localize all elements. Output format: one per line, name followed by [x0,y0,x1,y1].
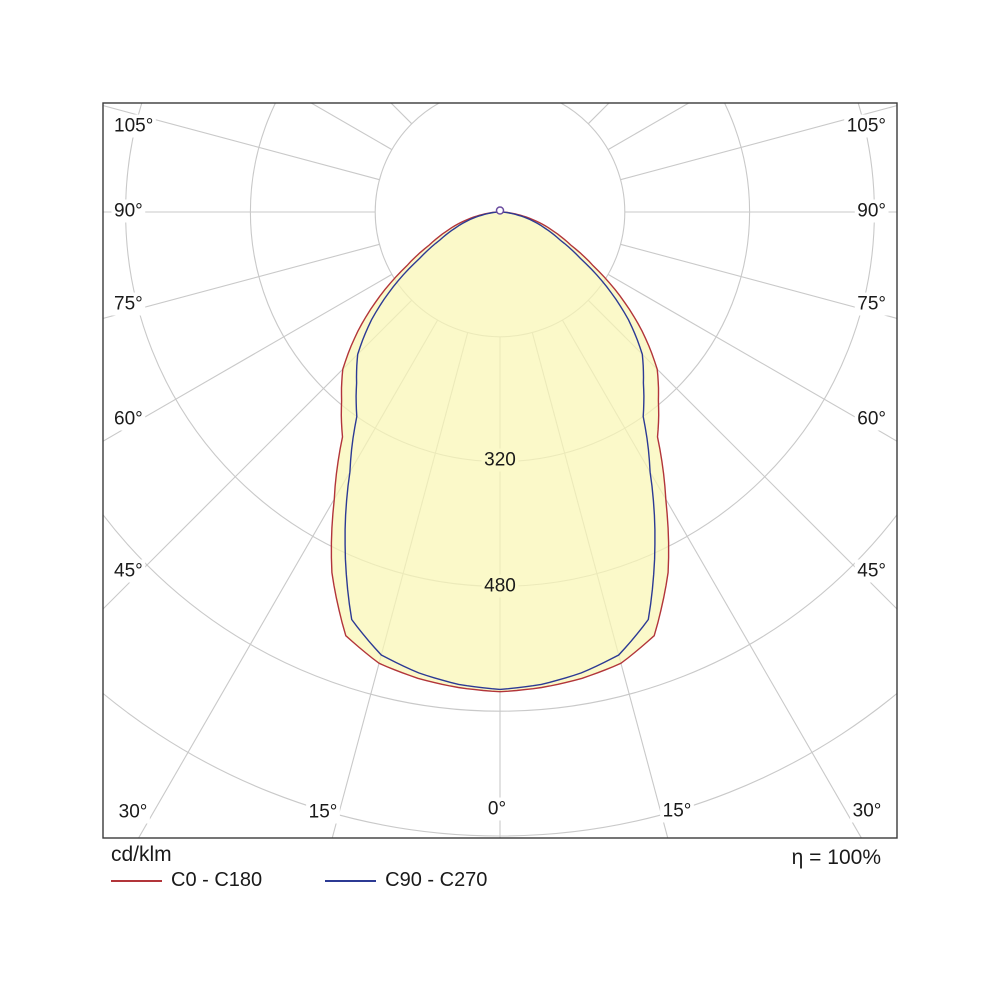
angle-tick-label: 75° [857,294,886,315]
angle-tick-label-bg [116,800,150,824]
angle-tick-label: 45° [114,561,143,582]
angle-tick-label: 60° [857,409,886,430]
angle-tick-label: 105° [847,116,886,137]
angle-grid-line [103,299,413,610]
plot-border [102,102,898,839]
angle-tick-label-bg [111,407,146,431]
angle-tick-label-bg [485,797,509,821]
angle-grid-line [587,103,610,125]
angle-tick-label-bg [854,292,889,316]
origin-marker-icon [495,206,505,215]
angle-tick-label: 15° [309,802,338,823]
angle-tick-label: 75° [114,294,143,315]
angle-tick-label: 30° [853,801,882,822]
legend-item-c90-c270: C90 - C270 [325,869,487,892]
angle-tick-label-bg [854,559,889,583]
angle-tick-label-bg [111,199,146,223]
angle-grid-line [103,243,380,319]
angle-grid-line [587,299,897,610]
angle-tick-label: 60° [114,409,143,430]
angle-grid-line [310,103,393,151]
angle-grid-line [436,103,439,105]
angle-grid-line [620,105,897,181]
angle-tick-label: 30° [119,802,148,823]
legend-swatch-c90-c270-icon [325,879,377,882]
legend-swatch-c0-c180-icon [111,879,162,882]
angle-tick-label: 0° [488,799,506,820]
ring-value-label: 480 [484,576,516,597]
angle-tick-label-bg [111,559,146,583]
curve-c90-c270 [344,211,656,691]
angle-grid-line [607,103,690,151]
ring-value-label-bg [481,448,519,472]
angle-tick-label: 90° [114,201,143,222]
unit-label: cd/klm [111,843,172,866]
angle-tick-label: 90° [857,201,886,222]
legend-item-c0-c180: C0 - C180 [111,869,262,892]
ring-value-label-bg [481,574,519,598]
efficiency-label: η = 100% [791,846,881,869]
angle-tick-label-bg [854,199,889,223]
angle-grid-line [607,273,897,442]
angle-grid-line [620,243,897,319]
angle-tick-label-bg [306,800,340,824]
angle-tick-label-bg [854,407,889,431]
legend-label-c90-c270: C90 - C270 [385,869,488,891]
angle-tick-label: 105° [114,116,153,137]
angle-grid-line [390,103,413,125]
angle-tick-label-bg [111,292,146,316]
curve-c0-c180 [330,211,670,693]
angle-grid-line [561,103,564,105]
angle-tick-label-bg [844,114,889,138]
legend: C0 - C180 C90 - C270 [111,869,487,892]
angle-grid-line [103,105,380,181]
angle-tick-label-bg [660,799,694,823]
angle-tick-label: 15° [663,801,692,822]
angle-tick-label-bg [111,114,156,138]
angle-tick-label: 45° [857,561,886,582]
angle-tick-label-bg [850,799,884,823]
legend-label-c0-c180: C0 - C180 [171,869,263,891]
ring-value-label: 320 [484,450,516,471]
angle-grid-line [103,273,393,442]
